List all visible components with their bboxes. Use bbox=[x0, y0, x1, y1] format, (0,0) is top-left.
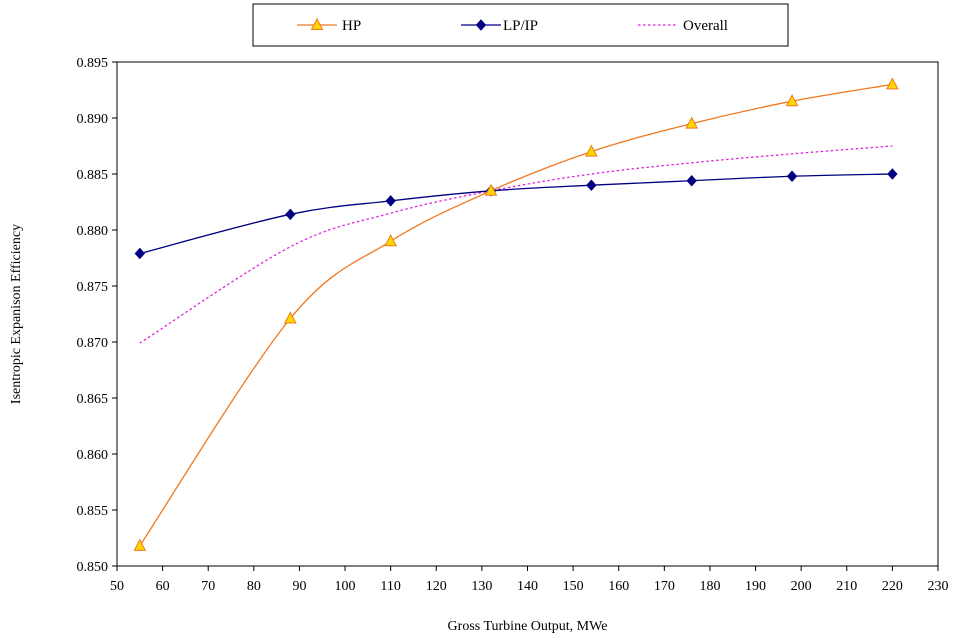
legend-item: Overall bbox=[638, 18, 728, 34]
x-tick-label: 110 bbox=[380, 579, 400, 594]
data-point bbox=[385, 195, 396, 207]
y-tick-label: 0.860 bbox=[77, 448, 109, 463]
x-tick-label: 140 bbox=[517, 579, 538, 594]
legend-item: LP/IP bbox=[461, 18, 538, 34]
legend-marker bbox=[310, 17, 324, 30]
y-axis-ticks: 0.850 0.855 0.860 0.865 0.870 0.875 0.880 0.885… bbox=[77, 56, 117, 575]
data-point bbox=[886, 77, 899, 90]
x-tick-label: 210 bbox=[836, 579, 857, 594]
plot-area bbox=[116, 61, 939, 567]
data-point bbox=[585, 144, 598, 157]
y-tick-label: 0.870 bbox=[77, 336, 109, 351]
data-point bbox=[586, 179, 597, 191]
y-tick-label: 0.890 bbox=[77, 112, 109, 127]
data-point bbox=[785, 94, 799, 107]
legend-marker bbox=[475, 19, 487, 31]
data-point bbox=[133, 538, 147, 551]
data-point bbox=[686, 174, 697, 187]
x-tick-label: 100 bbox=[335, 579, 356, 594]
series-line bbox=[139, 83, 893, 547]
data-point bbox=[283, 311, 297, 324]
series-hp bbox=[133, 77, 899, 551]
x-tick-label: 120 bbox=[426, 579, 447, 594]
data-point bbox=[786, 170, 798, 182]
data-point bbox=[134, 247, 145, 260]
series-overall bbox=[139, 145, 893, 344]
x-axis-title: Gross Turbine Output, MWe bbox=[448, 619, 608, 634]
data-point bbox=[685, 116, 699, 129]
data-point bbox=[484, 183, 498, 196]
x-tick-label: 60 bbox=[156, 579, 170, 594]
x-tick-label: 130 bbox=[471, 579, 492, 594]
y-tick-label: 0.880 bbox=[77, 224, 109, 239]
y-tick-label: 0.885 bbox=[77, 168, 109, 183]
x-tick-label: 180 bbox=[699, 579, 720, 594]
legend-label: Overall bbox=[683, 18, 728, 34]
x-tick-label: 80 bbox=[247, 579, 261, 594]
legend-item: HP bbox=[297, 17, 361, 34]
y-tick-label: 0.850 bbox=[77, 560, 109, 575]
series-layer bbox=[133, 77, 899, 551]
x-tick-label: 150 bbox=[563, 579, 584, 594]
data-point bbox=[384, 234, 397, 247]
x-axis-ticks: 50 60 70 80 90 100 110 120 130 140 150 160 170 180 190… bbox=[110, 566, 949, 594]
y-axis-title: Isentropic Expanison Efficiency bbox=[9, 224, 24, 404]
x-tick-label: 200 bbox=[791, 579, 812, 594]
x-tick-label: 170 bbox=[654, 579, 675, 594]
x-tick-label: 220 bbox=[882, 579, 903, 594]
x-tick-label: 230 bbox=[928, 579, 949, 594]
x-tick-label: 160 bbox=[608, 579, 629, 594]
legend-label: HP bbox=[342, 18, 361, 34]
y-tick-label: 0.865 bbox=[77, 392, 109, 407]
series-lp-ip bbox=[134, 168, 898, 260]
series-line bbox=[139, 145, 893, 344]
x-tick-label: 50 bbox=[110, 579, 124, 594]
data-point bbox=[887, 168, 898, 180]
y-tick-label: 0.875 bbox=[77, 280, 109, 295]
legend: HP LP/IP Overall bbox=[252, 3, 789, 47]
y-tick-label: 0.895 bbox=[77, 56, 109, 71]
x-tick-label: 90 bbox=[292, 579, 306, 594]
x-tick-label: 190 bbox=[745, 579, 766, 594]
y-tick-label: 0.855 bbox=[77, 504, 109, 519]
legend-label: LP/IP bbox=[503, 18, 538, 34]
data-point bbox=[285, 208, 296, 221]
legend-box bbox=[252, 3, 789, 47]
series-line bbox=[139, 173, 893, 255]
x-tick-label: 70 bbox=[201, 579, 215, 594]
